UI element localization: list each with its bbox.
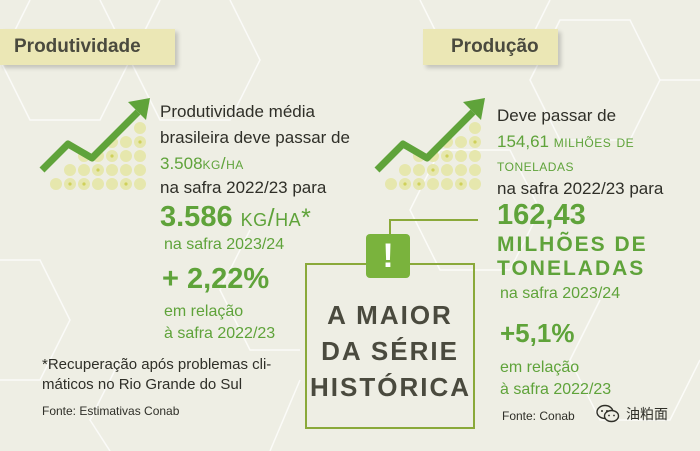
left-line-3: 3.508kg/ha — [160, 155, 244, 172]
highlight-line-1: A MAIOR — [327, 300, 453, 330]
exclamation-icon: ! — [366, 234, 410, 278]
highlight-line-2: DA SÉRIE — [321, 336, 459, 366]
left-note-1: *Recuperação após problemas cli- — [42, 356, 272, 373]
old-productivity-unit: kg/ha — [202, 154, 244, 173]
left-percent: + 2,22% — [162, 263, 270, 295]
old-productivity-value: 3.508 — [160, 154, 203, 173]
left-big-value: 3.586 kg/ha* — [160, 203, 311, 232]
tab-produtividade: Produtividade — [0, 29, 175, 65]
tab-producao: Produção — [423, 29, 558, 65]
right-big-unit-1: MILHÕES DE — [497, 233, 648, 256]
right-line-2: 154,61 milhões de — [497, 133, 634, 150]
watermark-text: 油粕面 — [626, 406, 668, 422]
left-line-2: brasileira deve passar de — [160, 128, 350, 147]
left-relation-1: em relação — [164, 303, 244, 320]
left-note-2: máticos no Rio Grande do Sul — [42, 376, 243, 393]
left-season: na safra 2023/24 — [164, 236, 285, 253]
new-productivity-value: 3.586 — [160, 201, 233, 233]
right-big-unit-2: TONELADAS — [497, 257, 646, 280]
growth-chart-icon — [374, 98, 485, 190]
left-line-4: na safra 2022/23 para — [160, 178, 327, 197]
right-source: Fonte: Conab — [502, 409, 575, 423]
wechat-watermark: 油粕面 — [596, 404, 668, 424]
old-production-value: 154,61 — [497, 132, 549, 151]
right-relation-2: à safra 2022/23 — [500, 381, 612, 398]
new-productivity-unit: kg/ha* — [240, 204, 312, 232]
highlight-line-3: HISTÓRICA — [310, 372, 471, 402]
left-source: Fonte: Estimativas Conab — [42, 404, 180, 418]
left-relation-2: à safra 2022/23 — [164, 325, 276, 342]
right-relation-1: em relação — [500, 359, 580, 376]
right-big-value: 162,43 — [497, 199, 586, 231]
tab-label: Produtividade — [14, 36, 141, 57]
right-season: na safra 2023/24 — [500, 285, 621, 302]
growth-chart-icon — [39, 98, 150, 190]
old-production-unit: milhões de — [553, 132, 635, 151]
right-percent: +5,1% — [500, 318, 575, 348]
right-line-1: Deve passar de — [497, 106, 617, 125]
tab-label: Produção — [451, 36, 539, 57]
right-line-4: na safra 2022/23 para — [497, 179, 664, 198]
right-line-3: toneladas — [497, 156, 574, 175]
left-line-1: Produtividade média — [160, 102, 315, 121]
wechat-icon — [596, 404, 620, 423]
